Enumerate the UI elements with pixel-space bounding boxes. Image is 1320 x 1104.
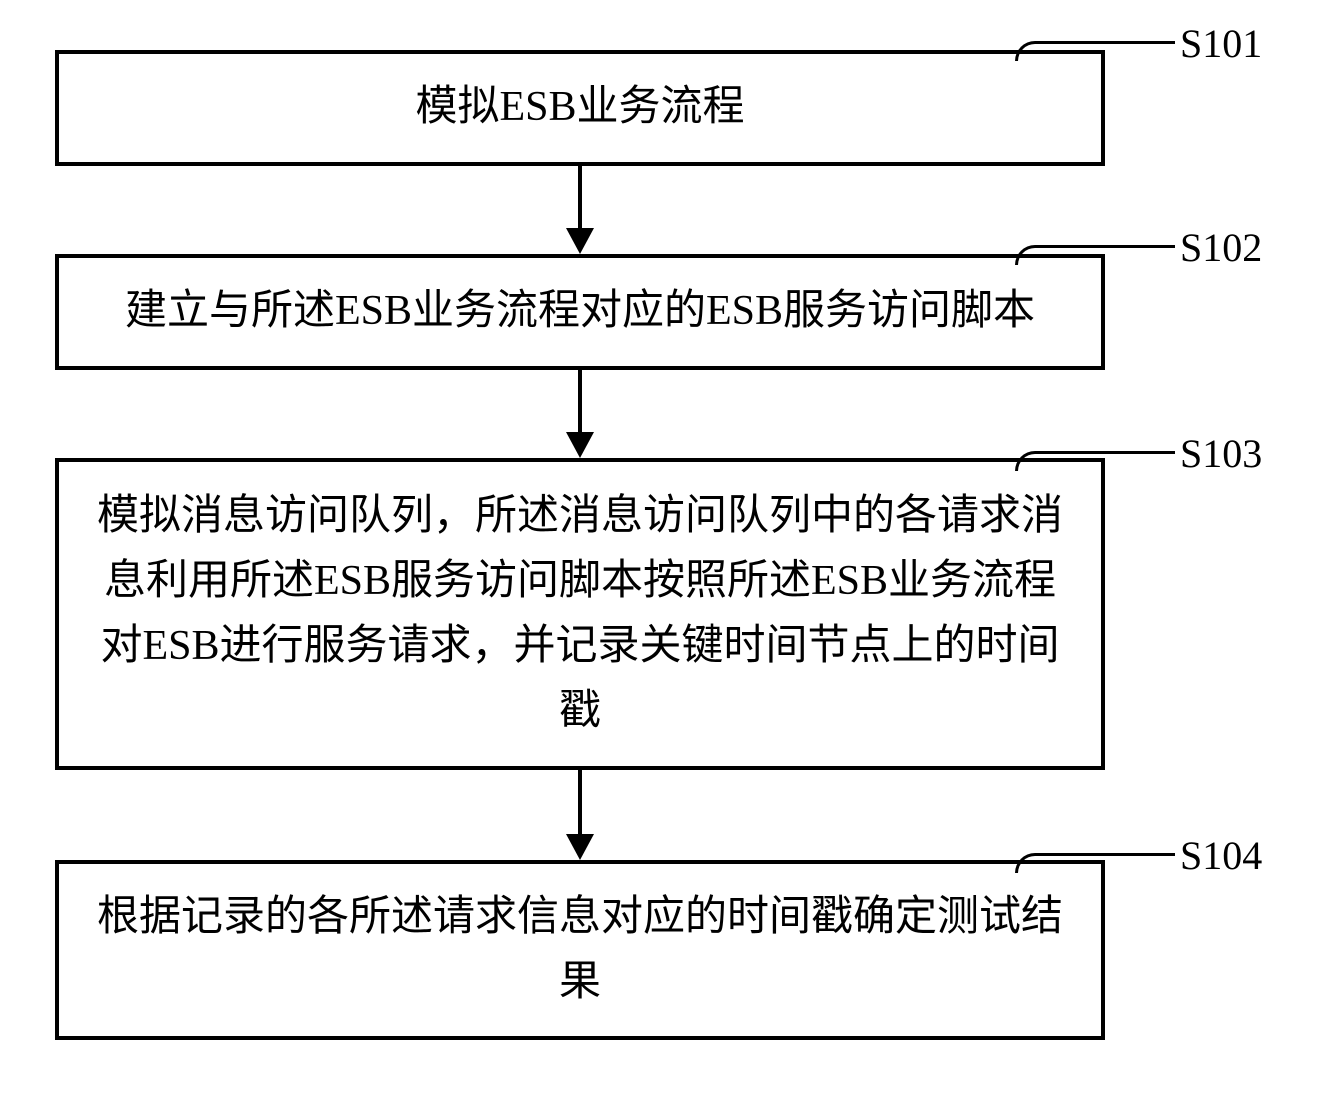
- flowchart-step-s101: 模拟ESB业务流程: [55, 50, 1105, 166]
- step-text: 建立与所述ESB业务流程对应的ESB服务访问脚本: [125, 279, 1035, 344]
- step-label-s104: S104: [1180, 832, 1262, 879]
- leader-line: [1015, 245, 1175, 265]
- step-text: 模拟消息访问队列，所述消息访问队列中的各请求消息利用所述ESB服务访问脚本按照所…: [89, 484, 1071, 744]
- step-label-s101: S101: [1180, 20, 1262, 67]
- arrow-line: [578, 770, 582, 836]
- step-text: 根据记录的各所述请求信息对应的时间戳确定测试结果: [89, 885, 1071, 1015]
- step-label-s103: S103: [1180, 430, 1262, 477]
- step-label-s102: S102: [1180, 224, 1262, 271]
- flowchart-step-s103: 模拟消息访问队列，所述消息访问队列中的各请求消息利用所述ESB服务访问脚本按照所…: [55, 458, 1105, 770]
- arrow-head-icon: [566, 228, 594, 254]
- arrow-head-icon: [566, 834, 594, 860]
- leader-line: [1015, 41, 1175, 61]
- arrow-head-icon: [566, 432, 594, 458]
- leader-line: [1015, 451, 1175, 471]
- arrow-line: [578, 370, 582, 434]
- leader-line: [1015, 853, 1175, 873]
- step-text: 模拟ESB业务流程: [415, 75, 744, 140]
- flowchart-step-s102: 建立与所述ESB业务流程对应的ESB服务访问脚本: [55, 254, 1105, 370]
- arrow-line: [578, 166, 582, 230]
- flowchart-canvas: 模拟ESB业务流程 S101 建立与所述ESB业务流程对应的ESB服务访问脚本 S10…: [0, 0, 1320, 1104]
- flowchart-step-s104: 根据记录的各所述请求信息对应的时间戳确定测试结果: [55, 860, 1105, 1040]
